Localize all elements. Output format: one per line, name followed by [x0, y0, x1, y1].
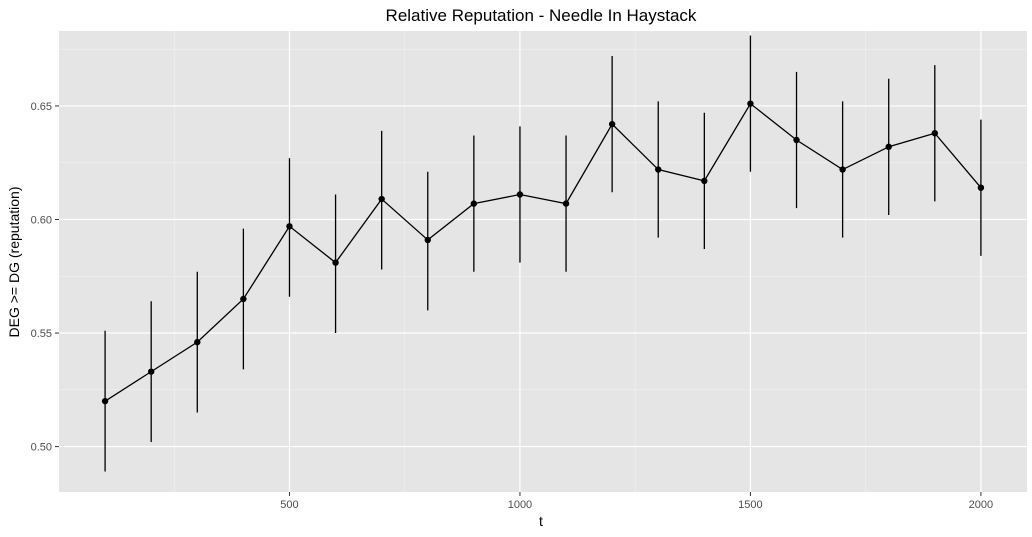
- y-axis-ticks: 0.50 0.55 0.60 0.65: [31, 101, 59, 454]
- data-point: [194, 338, 201, 346]
- x-axis-ticks: 500 1000 1500 2000: [280, 492, 993, 511]
- data-point: [470, 200, 478, 207]
- data-point: [147, 368, 155, 375]
- data-point: [101, 397, 109, 405]
- data-point: [240, 295, 247, 303]
- data-point: [977, 184, 985, 191]
- y-tick-label: 0.60: [31, 214, 52, 226]
- data-point: [885, 143, 892, 151]
- data-point: [286, 223, 293, 230]
- series-line: [104, 102, 982, 402]
- x-tick-label: 2000: [969, 499, 993, 511]
- minor-grid: [59, 31, 1027, 492]
- data-points: [101, 100, 985, 405]
- chart-title: Relative Reputation - Needle In Haystack: [386, 6, 697, 25]
- data-point: [608, 120, 616, 128]
- data-point: [516, 191, 524, 198]
- data-point: [655, 166, 662, 173]
- x-tick-label: 1000: [508, 499, 532, 511]
- y-tick-label: 0.50: [31, 442, 52, 454]
- x-axis-label: t: [539, 513, 543, 529]
- plot-panel: [59, 31, 1027, 492]
- data-point: [931, 129, 939, 137]
- data-point: [839, 166, 846, 173]
- y-tick-label: 0.55: [31, 328, 52, 340]
- y-tick-label: 0.65: [31, 101, 52, 113]
- x-tick-label: 500: [280, 499, 298, 511]
- y-axis-label: DEG >= DG (reputation): [6, 187, 22, 338]
- data-point: [793, 136, 800, 144]
- data-point: [562, 200, 570, 207]
- data-point: [378, 195, 385, 203]
- data-point: [747, 100, 754, 107]
- data-point: [701, 177, 708, 185]
- data-point: [424, 236, 431, 244]
- x-tick-label: 1500: [738, 499, 762, 511]
- data-point: [332, 259, 339, 266]
